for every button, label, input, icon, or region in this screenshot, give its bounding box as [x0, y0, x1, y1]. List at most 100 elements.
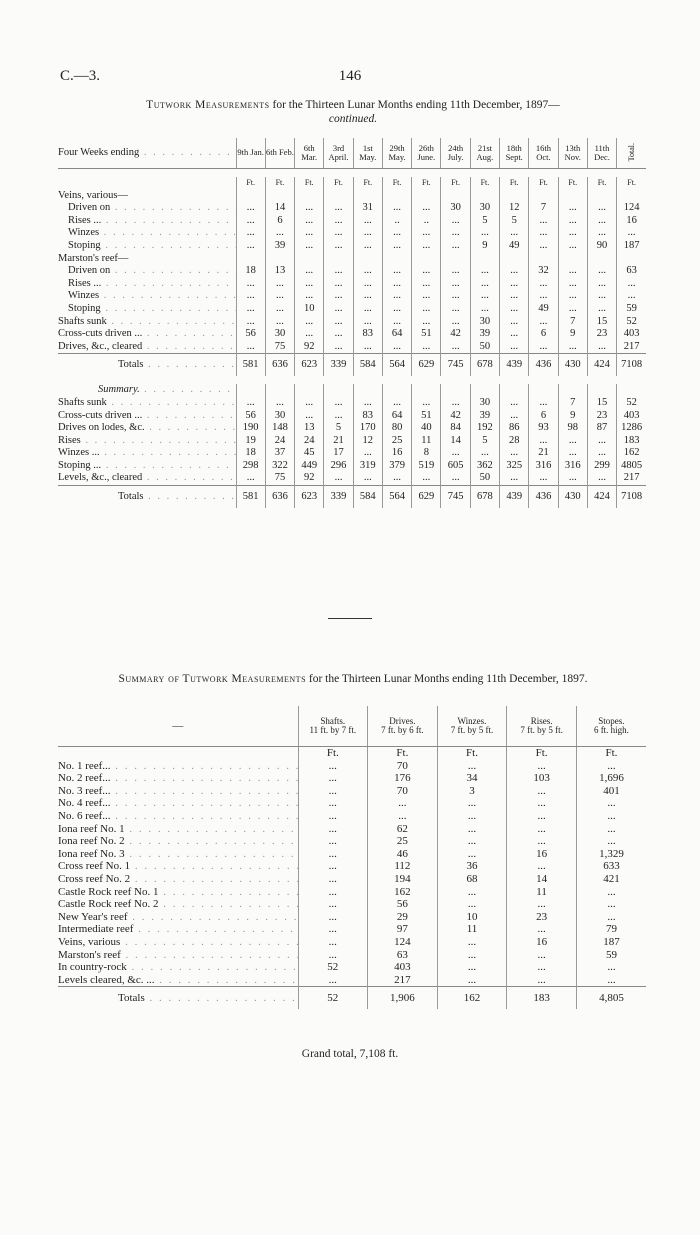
cell: ... — [352, 227, 383, 240]
cell: ... — [440, 290, 471, 303]
cell: ... — [352, 214, 383, 228]
total: 4,805 — [575, 986, 646, 1010]
column-name: Shafts. — [320, 715, 346, 726]
cell: ... — [586, 434, 617, 448]
cell: ... — [411, 202, 441, 215]
cell: ... — [352, 277, 383, 291]
blank — [557, 189, 588, 203]
column-header: 1st May. — [352, 138, 383, 169]
column-header: Stopes. 6 ft. high. — [575, 706, 646, 747]
cell: 124 — [616, 202, 646, 215]
blank — [264, 252, 295, 266]
cell: ... — [469, 290, 500, 303]
cell: ... — [557, 472, 588, 486]
cell: ... — [469, 302, 500, 316]
cell: ... — [528, 396, 559, 410]
cell: ... — [528, 315, 559, 329]
row: Rises1924242112251114528.........183 — [58, 434, 646, 448]
row-label: No. 2 reef... — [58, 772, 298, 785]
total: 424 — [586, 485, 617, 509]
column-size: 7 ft. by 5 ft. — [450, 725, 494, 735]
cell: ... — [557, 277, 588, 291]
cell: ... — [367, 797, 438, 810]
cell: 79 — [575, 923, 646, 936]
cell: ... — [528, 214, 559, 228]
unit: Ft. — [616, 177, 646, 190]
cell: ... — [323, 265, 354, 278]
cell: 98 — [557, 422, 588, 435]
total: 52 — [297, 986, 368, 1010]
cell: ... — [557, 265, 588, 278]
row: No. 6 reef.................. — [58, 809, 646, 823]
column-size: 6 ft. high. — [593, 725, 629, 735]
cell: ... — [235, 340, 266, 354]
totals-label: Totals — [58, 986, 298, 1010]
column-size: 7 ft. by 6 ft. — [381, 725, 424, 735]
cell: ... — [557, 290, 588, 303]
cell: 7 — [528, 202, 559, 215]
total: 339 — [323, 353, 354, 377]
cell: ... — [297, 809, 368, 823]
total: 629 — [411, 353, 441, 377]
cell: 183 — [616, 434, 646, 448]
cell: 92 — [294, 472, 324, 486]
cell: 52 — [616, 396, 646, 410]
cell: ... — [440, 340, 471, 354]
unit: Ft. — [294, 177, 324, 190]
cell: 362 — [469, 459, 500, 473]
unit: Ft. — [528, 177, 559, 190]
cell: 7 — [557, 396, 588, 410]
cell: ... — [381, 202, 412, 215]
total: 636 — [264, 353, 295, 377]
group-heading: Marston's reef— — [58, 252, 129, 264]
cell: ... — [506, 809, 577, 823]
cell: ... — [352, 290, 383, 303]
column-header: 18th Sept. — [499, 138, 529, 169]
spacer — [58, 376, 646, 384]
cell: 16 — [506, 847, 577, 861]
cell: ... — [586, 214, 617, 228]
unit: Ft. — [575, 746, 646, 760]
cell: 13 — [264, 265, 295, 278]
cell: ... — [294, 239, 324, 253]
cell: 190 — [235, 422, 266, 435]
cell: 62 — [367, 822, 438, 836]
cell: ... — [352, 472, 383, 486]
cell: ... — [440, 472, 471, 486]
total: 7108 — [616, 485, 646, 509]
cell: ... — [469, 227, 500, 240]
cell: ... — [323, 472, 354, 486]
cell: 30 — [469, 315, 500, 329]
cell: 316 — [557, 459, 588, 473]
cell: ... — [557, 434, 588, 448]
cell: 70 — [367, 784, 438, 798]
cell: 39 — [264, 239, 295, 253]
blank — [264, 384, 295, 397]
row: Stoping......10.....................49..… — [58, 302, 646, 316]
cell: ... — [297, 935, 368, 949]
cell: 170 — [352, 422, 383, 435]
cell: ... — [294, 409, 324, 423]
cell: 17 — [323, 447, 354, 460]
blank — [411, 252, 441, 266]
cell: ... — [411, 340, 441, 354]
cell: ... — [499, 265, 529, 278]
blank — [499, 189, 529, 203]
cell: ... — [294, 202, 324, 215]
table2-title: Summary of Tutwork Measurements for the … — [60, 672, 646, 686]
cell: .. — [411, 214, 441, 228]
cell: ... — [506, 822, 577, 836]
totals-label: Totals — [58, 485, 237, 509]
cell: ... — [294, 227, 324, 240]
cell: ... — [323, 302, 354, 316]
cell: 296 — [323, 459, 354, 473]
cell: ... — [235, 396, 266, 410]
cell: ... — [557, 214, 588, 228]
cell: ... — [586, 472, 617, 486]
total: 430 — [557, 353, 588, 377]
row-label: Winzes — [58, 290, 236, 303]
cell: ... — [440, 265, 471, 278]
